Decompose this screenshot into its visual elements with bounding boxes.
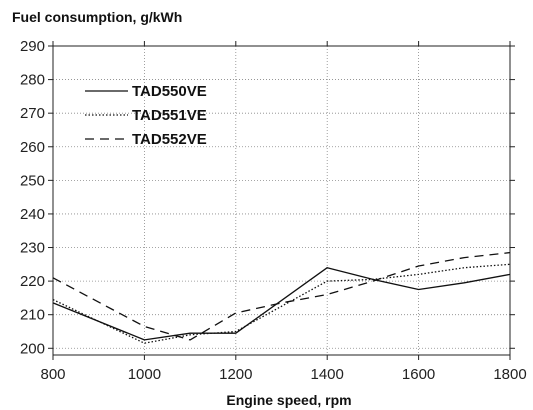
legend-label-tad550ve: TAD550VE: [132, 83, 207, 100]
series-line-tad552ve: [52, 251, 511, 341]
series-lines: [52, 251, 511, 344]
series-line-tad550ve: [52, 267, 511, 341]
y-tick-label: 240: [20, 206, 45, 223]
legend: TAD550VE TAD551VE TAD552VE: [85, 83, 207, 148]
grid: [53, 45, 510, 355]
y-tick-label: 210: [20, 307, 45, 324]
x-axis-title: Engine speed, rpm: [226, 392, 351, 408]
x-tick-label: 1000: [128, 366, 161, 383]
y-axis-title: Fuel consumption, g/kWh: [12, 9, 182, 25]
axis-ticks: 800 1000 1200 1400 1600 1800 200 210 220 230 240 25…: [20, 38, 527, 383]
x-tick-label: 1400: [311, 366, 344, 383]
y-tick-label: 230: [20, 240, 45, 257]
legend-label-tad552ve: TAD552VE: [132, 131, 207, 148]
y-tick-label: 290: [20, 38, 45, 55]
x-tick-label: 1800: [493, 366, 526, 383]
plot-frame: [52, 45, 511, 356]
y-tick-label: 200: [20, 340, 45, 357]
y-tick-label: 270: [20, 105, 45, 122]
x-tick-label: 1200: [219, 366, 252, 383]
y-tick-label: 260: [20, 139, 45, 156]
y-tick-label: 280: [20, 72, 45, 89]
x-tick-label: 800: [40, 366, 65, 383]
y-tick-label: 250: [20, 172, 45, 189]
y-tick-label: 220: [20, 273, 45, 290]
x-tick-label: 1600: [402, 366, 435, 383]
series-line-tad551ve: [52, 263, 511, 344]
legend-label-tad551ve: TAD551VE: [132, 107, 207, 124]
